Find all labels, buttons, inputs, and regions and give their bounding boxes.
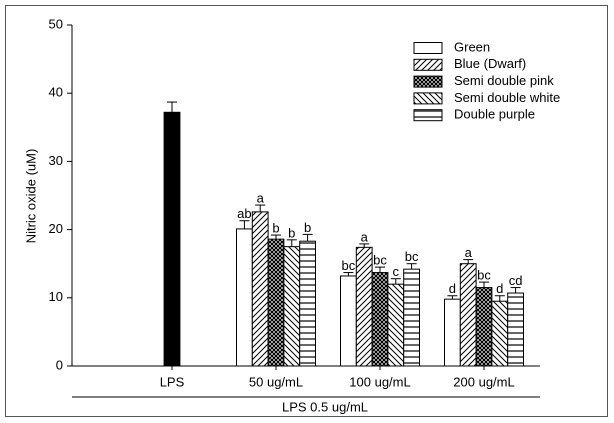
data-label: bc [405, 249, 419, 264]
bar [507, 292, 525, 367]
bar [251, 211, 269, 367]
legend-swatch [413, 109, 443, 122]
data-label: a [257, 190, 265, 205]
legend-swatch [413, 42, 443, 54]
data-label: a [465, 245, 473, 260]
y-axis-label: Nitric oxide (uM) [23, 149, 38, 244]
bar [403, 268, 421, 367]
data-label: d [496, 281, 503, 296]
bar [387, 283, 405, 367]
y-tick-label: 30 [49, 153, 63, 168]
data-label: d [449, 281, 456, 296]
data-label: ab [237, 206, 251, 221]
bar [340, 275, 357, 367]
legend-swatch [413, 92, 443, 105]
x-axis-label: LPS 0.5 ug/mL [282, 399, 368, 414]
data-label: c [393, 264, 400, 279]
bar [491, 300, 509, 367]
bar [459, 263, 477, 367]
legend-label: Semi double pink [454, 73, 554, 88]
data-label: b [288, 225, 295, 240]
bar [283, 246, 301, 367]
x-tick-label: 200 ug/mL [453, 374, 514, 389]
y-tick-label: 20 [49, 221, 63, 236]
bar [236, 228, 253, 367]
y-tick-label: 0 [56, 357, 63, 372]
legend-swatch [413, 58, 443, 71]
bar [371, 272, 389, 367]
y-tick-label: 50 [49, 16, 63, 31]
data-label: b [304, 220, 311, 235]
data-label: a [361, 229, 369, 244]
y-tick-label: 40 [49, 85, 63, 100]
data-label: bc [373, 253, 387, 268]
bar [355, 246, 373, 367]
data-label: bc [477, 268, 491, 283]
bar [163, 111, 181, 367]
x-tick-label: 50 ug/mL [249, 374, 303, 389]
x-tick-label: 100 ug/mL [349, 374, 410, 389]
y-tick-label: 10 [49, 289, 63, 304]
legend-label: Semi double white [454, 90, 560, 105]
bar [267, 238, 285, 367]
legend-swatch [413, 75, 443, 88]
legend-label: Green [454, 39, 490, 54]
x-tick-label: LPS [160, 374, 185, 389]
data-label: b [272, 220, 279, 235]
bar [475, 287, 493, 367]
data-label: cd [509, 273, 523, 288]
bar [444, 298, 461, 367]
legend-label: Blue (Dwarf) [454, 56, 526, 71]
frame [5, 5, 608, 417]
legend-label: Double purple [454, 107, 535, 122]
data-label: bc [342, 258, 356, 273]
bar [299, 240, 317, 367]
